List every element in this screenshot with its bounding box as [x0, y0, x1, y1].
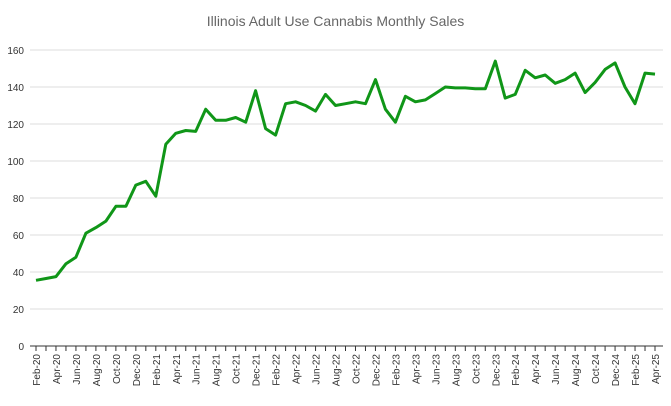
y-tick-label: 0	[18, 342, 24, 353]
chart-title: Illinois Adult Use Cannabis Monthly Sale…	[206, 13, 465, 29]
y-tick-label: 100	[7, 157, 24, 168]
y-tick-label: 60	[13, 231, 25, 242]
x-tick-label: Feb-25	[631, 354, 642, 386]
x-tick-label: Dec-20	[132, 354, 143, 387]
x-tick-label: Oct-23	[471, 354, 482, 384]
x-tick-label: Apr-25	[651, 354, 662, 384]
x-tick-label: Feb-24	[511, 354, 522, 386]
x-tick-label: Apr-21	[172, 354, 183, 384]
y-tick-label: 140	[7, 83, 24, 94]
x-tick-label: Oct-22	[351, 354, 362, 384]
x-tick-label: Aug-24	[571, 354, 582, 387]
x-tick-label: Dec-23	[491, 354, 502, 387]
x-tick-label: Dec-21	[252, 354, 263, 387]
x-tick-label: Apr-23	[411, 354, 422, 384]
x-tick-label: Feb-23	[391, 354, 402, 386]
x-tick-label: Jun-24	[551, 354, 562, 385]
x-tick-label: Jun-21	[192, 354, 203, 385]
x-tick-label: Jun-20	[72, 354, 83, 385]
x-tick-label: Jun-22	[312, 354, 323, 385]
x-tick-label: Jun-23	[431, 354, 442, 385]
x-tick-label: Aug-21	[212, 354, 223, 387]
x-tick-label: Oct-24	[591, 354, 602, 384]
x-tick-label: Dec-22	[371, 354, 382, 387]
x-tick-label: Dec-24	[611, 354, 622, 387]
series-line	[35, 59, 656, 282]
y-tick-label: 20	[13, 305, 25, 316]
x-tick-label: Feb-20	[32, 354, 43, 386]
x-tick-label: Apr-22	[292, 354, 303, 384]
x-tick-label: Aug-23	[451, 354, 462, 387]
x-tick-label: Apr-24	[531, 354, 542, 384]
x-tick-label: Aug-22	[332, 354, 343, 387]
x-tick-label: Oct-20	[112, 354, 123, 384]
y-tick-label: 80	[13, 194, 25, 205]
x-tick-label: Apr-20	[52, 354, 63, 384]
y-tick-label: 40	[13, 268, 25, 279]
x-tick-label: Feb-22	[272, 354, 283, 386]
x-tick-label: Oct-21	[232, 354, 243, 384]
y-tick-label: 160	[7, 46, 24, 57]
x-tick-label: Feb-21	[152, 354, 163, 386]
y-tick-label: 120	[7, 120, 24, 131]
x-tick-label: Aug-20	[92, 354, 103, 387]
